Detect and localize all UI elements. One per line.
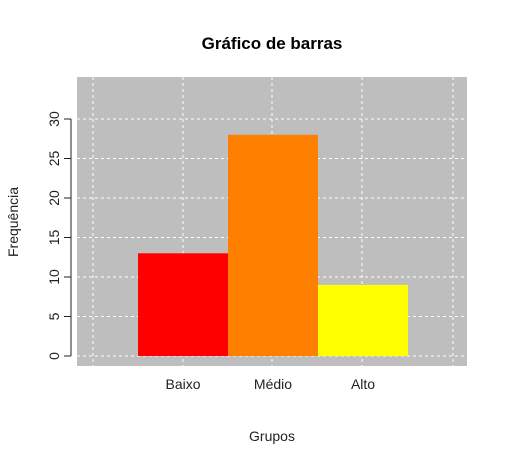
y-tick-label: 0 — [46, 352, 62, 360]
bar-médio — [228, 134, 318, 356]
y-tick-label: 10 — [46, 269, 62, 285]
y-tick-label: 30 — [46, 111, 62, 127]
x-axis-label: Grupos — [249, 428, 295, 444]
x-tick-label: Baixo — [165, 376, 200, 392]
y-tick-label: 20 — [46, 190, 62, 206]
bars — [138, 134, 408, 356]
y-tick-label: 5 — [46, 312, 62, 320]
y-tick-label: 15 — [46, 230, 62, 246]
y-tick-label: 25 — [46, 151, 62, 167]
bar-alto — [318, 284, 408, 356]
chart-title: Gráfico de barras — [202, 34, 343, 53]
bar-baixo — [138, 253, 228, 356]
x-tick-label: Alto — [351, 376, 375, 392]
y-axis-label: Frequência — [5, 187, 21, 257]
x-tick-label: Médio — [254, 376, 292, 392]
axes: 0 5 10 15 20 25 30 Baixo Médio Alto — [46, 111, 375, 392]
